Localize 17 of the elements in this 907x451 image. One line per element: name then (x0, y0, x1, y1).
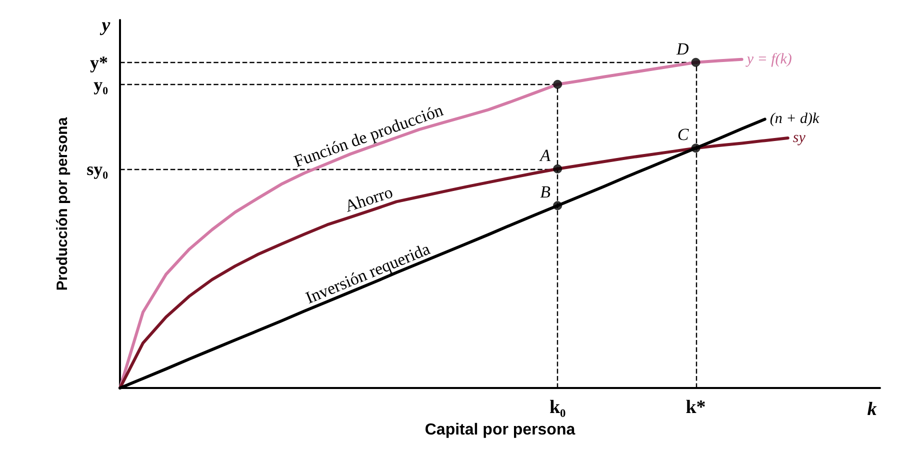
ref-line-label: y₀ (94, 74, 108, 94)
series-label: y = f(k) (744, 51, 792, 68)
series-label: sy (792, 130, 806, 146)
series-label: (n + d)k (770, 111, 820, 128)
annotation: C (677, 125, 690, 144)
text: k (867, 399, 878, 420)
y-axis-title: Producción por persona (54, 116, 71, 291)
ref-line-label: sy₀ (86, 158, 108, 179)
x-tick-label: k₀ (549, 397, 566, 418)
annotation: D (675, 39, 690, 58)
annotation: Ahorro (342, 182, 396, 216)
annotation: A (539, 146, 552, 165)
x-tick-label: k* (686, 397, 706, 418)
x-axis-title: Capital por persona (424, 422, 576, 438)
text: y (100, 15, 111, 36)
annotation: B (540, 182, 552, 202)
ref-line-label: y* (90, 52, 108, 72)
